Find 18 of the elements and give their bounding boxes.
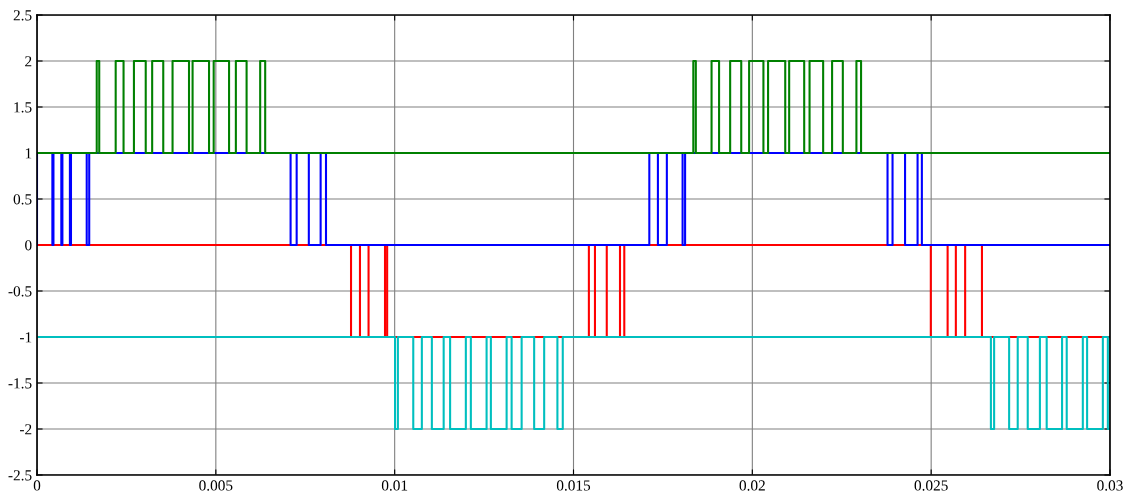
x-tick-label: 0.015 — [556, 480, 591, 491]
y-tick-label: 1 — [25, 148, 32, 159]
x-tick-label: 0.03 — [1097, 480, 1123, 491]
y-tick-label: -2.5 — [8, 470, 32, 481]
x-tick-label: 0.02 — [739, 480, 765, 491]
x-tick-label: 0.005 — [199, 480, 233, 491]
y-tick-label: -1.5 — [8, 378, 32, 389]
y-tick-label: 0 — [25, 240, 32, 251]
y-tick-label: 2.5 — [13, 10, 32, 21]
x-tick-label: 0.025 — [914, 480, 948, 491]
y-tick-label: 0.5 — [13, 194, 32, 205]
y-tick-label: 2 — [25, 56, 32, 67]
y-tick-label: -0.5 — [8, 286, 32, 297]
y-tick-label: -2 — [19, 424, 32, 435]
x-tick-label: 0.01 — [381, 480, 408, 491]
x-tick-label: 0 — [33, 480, 41, 491]
y-tick-label: 1.5 — [14, 102, 32, 113]
y-tick-label: -1 — [19, 332, 32, 343]
